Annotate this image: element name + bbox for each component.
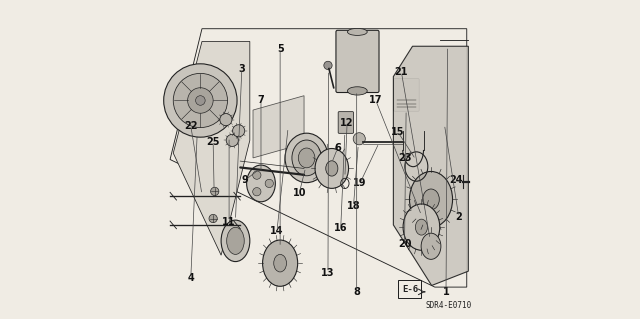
Text: 3: 3: [239, 63, 245, 74]
Ellipse shape: [298, 148, 315, 168]
Circle shape: [173, 73, 227, 128]
Ellipse shape: [246, 165, 275, 202]
Circle shape: [188, 88, 213, 113]
Ellipse shape: [422, 189, 439, 210]
Circle shape: [232, 125, 244, 137]
Circle shape: [265, 179, 273, 188]
Text: 21: 21: [395, 67, 408, 77]
FancyBboxPatch shape: [394, 78, 419, 111]
Text: 17: 17: [369, 95, 383, 106]
Circle shape: [220, 114, 232, 126]
Ellipse shape: [410, 172, 452, 227]
Text: 19: 19: [353, 178, 367, 189]
Ellipse shape: [274, 255, 287, 272]
Circle shape: [253, 188, 261, 196]
Text: 14: 14: [270, 226, 284, 236]
Text: 1: 1: [443, 287, 449, 297]
Polygon shape: [253, 96, 304, 158]
Text: 2: 2: [456, 212, 462, 222]
Ellipse shape: [326, 161, 338, 176]
Text: 22: 22: [184, 121, 198, 131]
Polygon shape: [394, 46, 468, 286]
Text: 10: 10: [292, 188, 306, 198]
Text: 5: 5: [276, 44, 284, 55]
Circle shape: [324, 61, 332, 70]
Text: 24: 24: [449, 175, 462, 185]
Text: 11: 11: [222, 217, 236, 227]
Circle shape: [211, 187, 219, 196]
Ellipse shape: [415, 219, 428, 235]
Text: SDR4-E0710: SDR4-E0710: [425, 301, 472, 310]
Text: 6: 6: [334, 143, 341, 153]
Ellipse shape: [315, 149, 349, 188]
Ellipse shape: [227, 227, 244, 255]
Text: 9: 9: [242, 175, 248, 185]
Ellipse shape: [348, 87, 367, 95]
Text: 23: 23: [398, 153, 412, 163]
Circle shape: [209, 214, 218, 223]
Text: 8: 8: [353, 287, 360, 297]
FancyBboxPatch shape: [338, 112, 353, 133]
Ellipse shape: [348, 28, 367, 35]
Text: 16: 16: [334, 223, 348, 233]
Text: 25: 25: [206, 137, 220, 147]
Circle shape: [253, 171, 261, 179]
Text: 7: 7: [258, 95, 264, 106]
Text: 4: 4: [188, 272, 194, 283]
Text: 15: 15: [392, 127, 405, 137]
Text: 12: 12: [340, 118, 354, 128]
Ellipse shape: [403, 204, 440, 250]
Ellipse shape: [221, 220, 250, 262]
Ellipse shape: [292, 140, 321, 176]
Circle shape: [226, 134, 238, 146]
Polygon shape: [173, 41, 250, 255]
Ellipse shape: [285, 133, 328, 182]
Text: 20: 20: [398, 239, 412, 249]
Text: E-6: E-6: [402, 285, 418, 293]
FancyBboxPatch shape: [336, 30, 379, 93]
Circle shape: [353, 133, 365, 145]
Text: 18: 18: [347, 201, 360, 211]
Circle shape: [196, 96, 205, 105]
Ellipse shape: [262, 240, 298, 286]
Ellipse shape: [421, 233, 441, 259]
Circle shape: [164, 64, 237, 137]
Text: 13: 13: [321, 268, 335, 278]
